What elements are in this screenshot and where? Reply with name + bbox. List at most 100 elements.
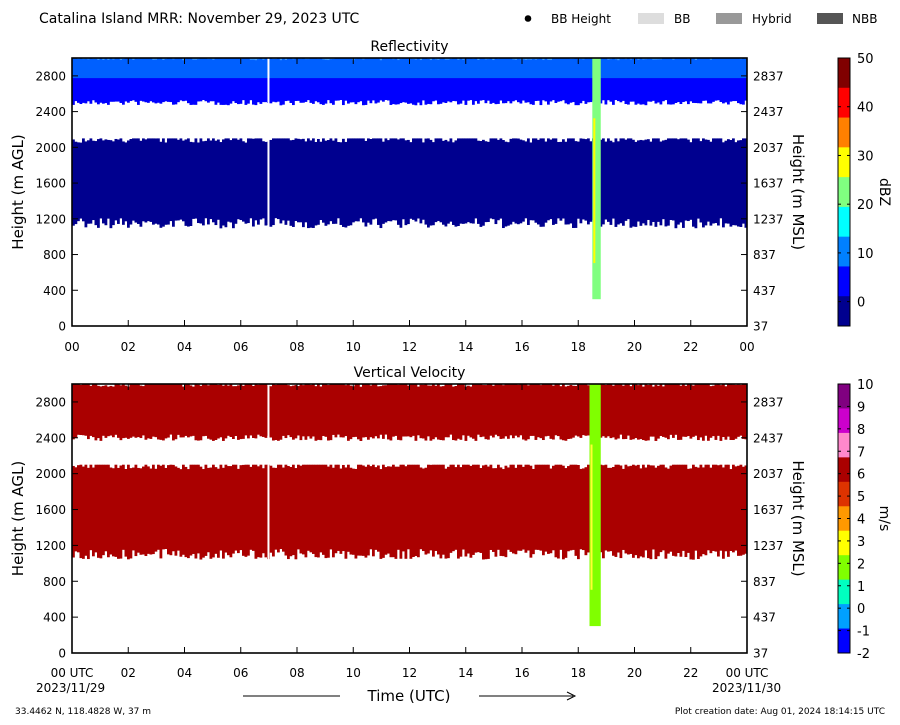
heatmap-column [427, 385, 430, 437]
heatmap-column [229, 384, 233, 437]
heatmap-column [487, 384, 490, 440]
x-tick-label: 22 [683, 340, 698, 354]
colorbar-label: m/s [876, 506, 892, 532]
heatmap-column [297, 58, 300, 101]
y-tick-label: 2400 [35, 105, 66, 119]
heatmap-column [572, 58, 575, 103]
heatmap-column [369, 385, 373, 438]
heatmap-column [649, 384, 653, 437]
heatmap-column [142, 386, 145, 436]
heatmap-column [554, 58, 558, 103]
heatmap-column [172, 138, 175, 227]
colorbar-segment [838, 384, 850, 409]
heatmap-column [612, 58, 615, 105]
heatmap-column [72, 139, 75, 226]
x-tick-label: 02 [121, 340, 136, 354]
heatmap-column [719, 58, 723, 103]
heatmap-column [562, 58, 565, 101]
heatmap-column [367, 384, 370, 440]
heatmap-column [729, 139, 733, 227]
heatmap-column [92, 467, 95, 557]
heatmap-column [427, 464, 430, 554]
heatmap-column [472, 464, 475, 555]
heatmap-column [264, 464, 268, 558]
heatmap-column [169, 58, 173, 103]
x-tick-label: 12 [402, 666, 417, 680]
heatmap-column [599, 464, 603, 553]
heatmap-column [667, 58, 670, 105]
heatmap-column [182, 464, 185, 555]
heatmap-column [559, 464, 563, 550]
heatmap-column [107, 386, 110, 437]
heatmap-column [417, 58, 420, 103]
heatmap-column [437, 384, 440, 440]
heatmap-column [604, 384, 608, 438]
heatmap-column [424, 384, 428, 441]
heatmap-column [237, 385, 240, 440]
heatmap-column [324, 384, 328, 437]
heatmap-column [252, 385, 255, 439]
heatmap-column [454, 140, 458, 227]
heatmap-column [614, 59, 618, 101]
heatmap-column [642, 464, 645, 558]
heatmap-column [259, 58, 263, 104]
heatmap-column [672, 384, 675, 438]
heatmap-column [377, 386, 380, 439]
heatmap-column [357, 464, 360, 556]
heatmap-column [207, 467, 210, 553]
heatmap-column [577, 141, 580, 219]
heatmap-column [339, 142, 343, 225]
heatmap-column [177, 467, 180, 551]
heatmap-column [609, 384, 613, 439]
heatmap-column [622, 138, 625, 226]
heatmap-column [107, 59, 110, 105]
heatmap-column [464, 386, 468, 441]
heatmap-column [102, 464, 105, 556]
colorbar-segment [838, 579, 850, 605]
heatmap-column [149, 58, 153, 102]
heatmap-column [347, 384, 350, 441]
heatmap-column [282, 467, 285, 552]
heatmap-column [679, 464, 683, 557]
x-tick-label: 10 [346, 340, 361, 354]
x-tick-label: 04 [177, 666, 192, 680]
heatmap-column [129, 139, 133, 225]
heatmap-column [669, 58, 673, 105]
heatmap-column [79, 464, 83, 559]
heatmap-column [462, 464, 465, 550]
heatmap-column [367, 138, 370, 223]
heatmap-column [344, 58, 348, 101]
heatmap-column [694, 466, 698, 551]
heatmap-column [92, 58, 95, 101]
heatmap-column [124, 468, 128, 557]
heatmap-layer-lower-cloud [72, 464, 747, 560]
heatmap-column [274, 384, 278, 441]
heatmap-column [484, 464, 488, 560]
heatmap-column [169, 384, 173, 435]
heatmap-column [632, 139, 635, 227]
heatmap-column [589, 141, 593, 222]
heatmap-column [182, 140, 185, 222]
heatmap-column [602, 138, 605, 225]
heatmap-column [517, 464, 520, 551]
heatmap-column [262, 141, 265, 219]
y-tick-label: 800 [43, 575, 66, 589]
heatmap-column [382, 58, 385, 102]
heatmap-column [354, 384, 358, 437]
colorbar-segment [838, 87, 850, 119]
heatmap-column [339, 58, 343, 101]
heatmap-column [487, 141, 490, 222]
heatmap-column [524, 384, 528, 441]
heatmap-column [109, 140, 113, 229]
heatmap-column [359, 58, 363, 102]
heatmap-column [627, 466, 630, 555]
heatmap-column [284, 59, 288, 102]
heatmap-column [302, 464, 305, 555]
heatmap-column [709, 386, 713, 438]
heatmap-column [439, 138, 443, 223]
heatmap-column [402, 138, 405, 220]
heatmap-column [644, 59, 648, 106]
heatmap-column [657, 138, 660, 222]
heatmap-column [524, 59, 528, 103]
